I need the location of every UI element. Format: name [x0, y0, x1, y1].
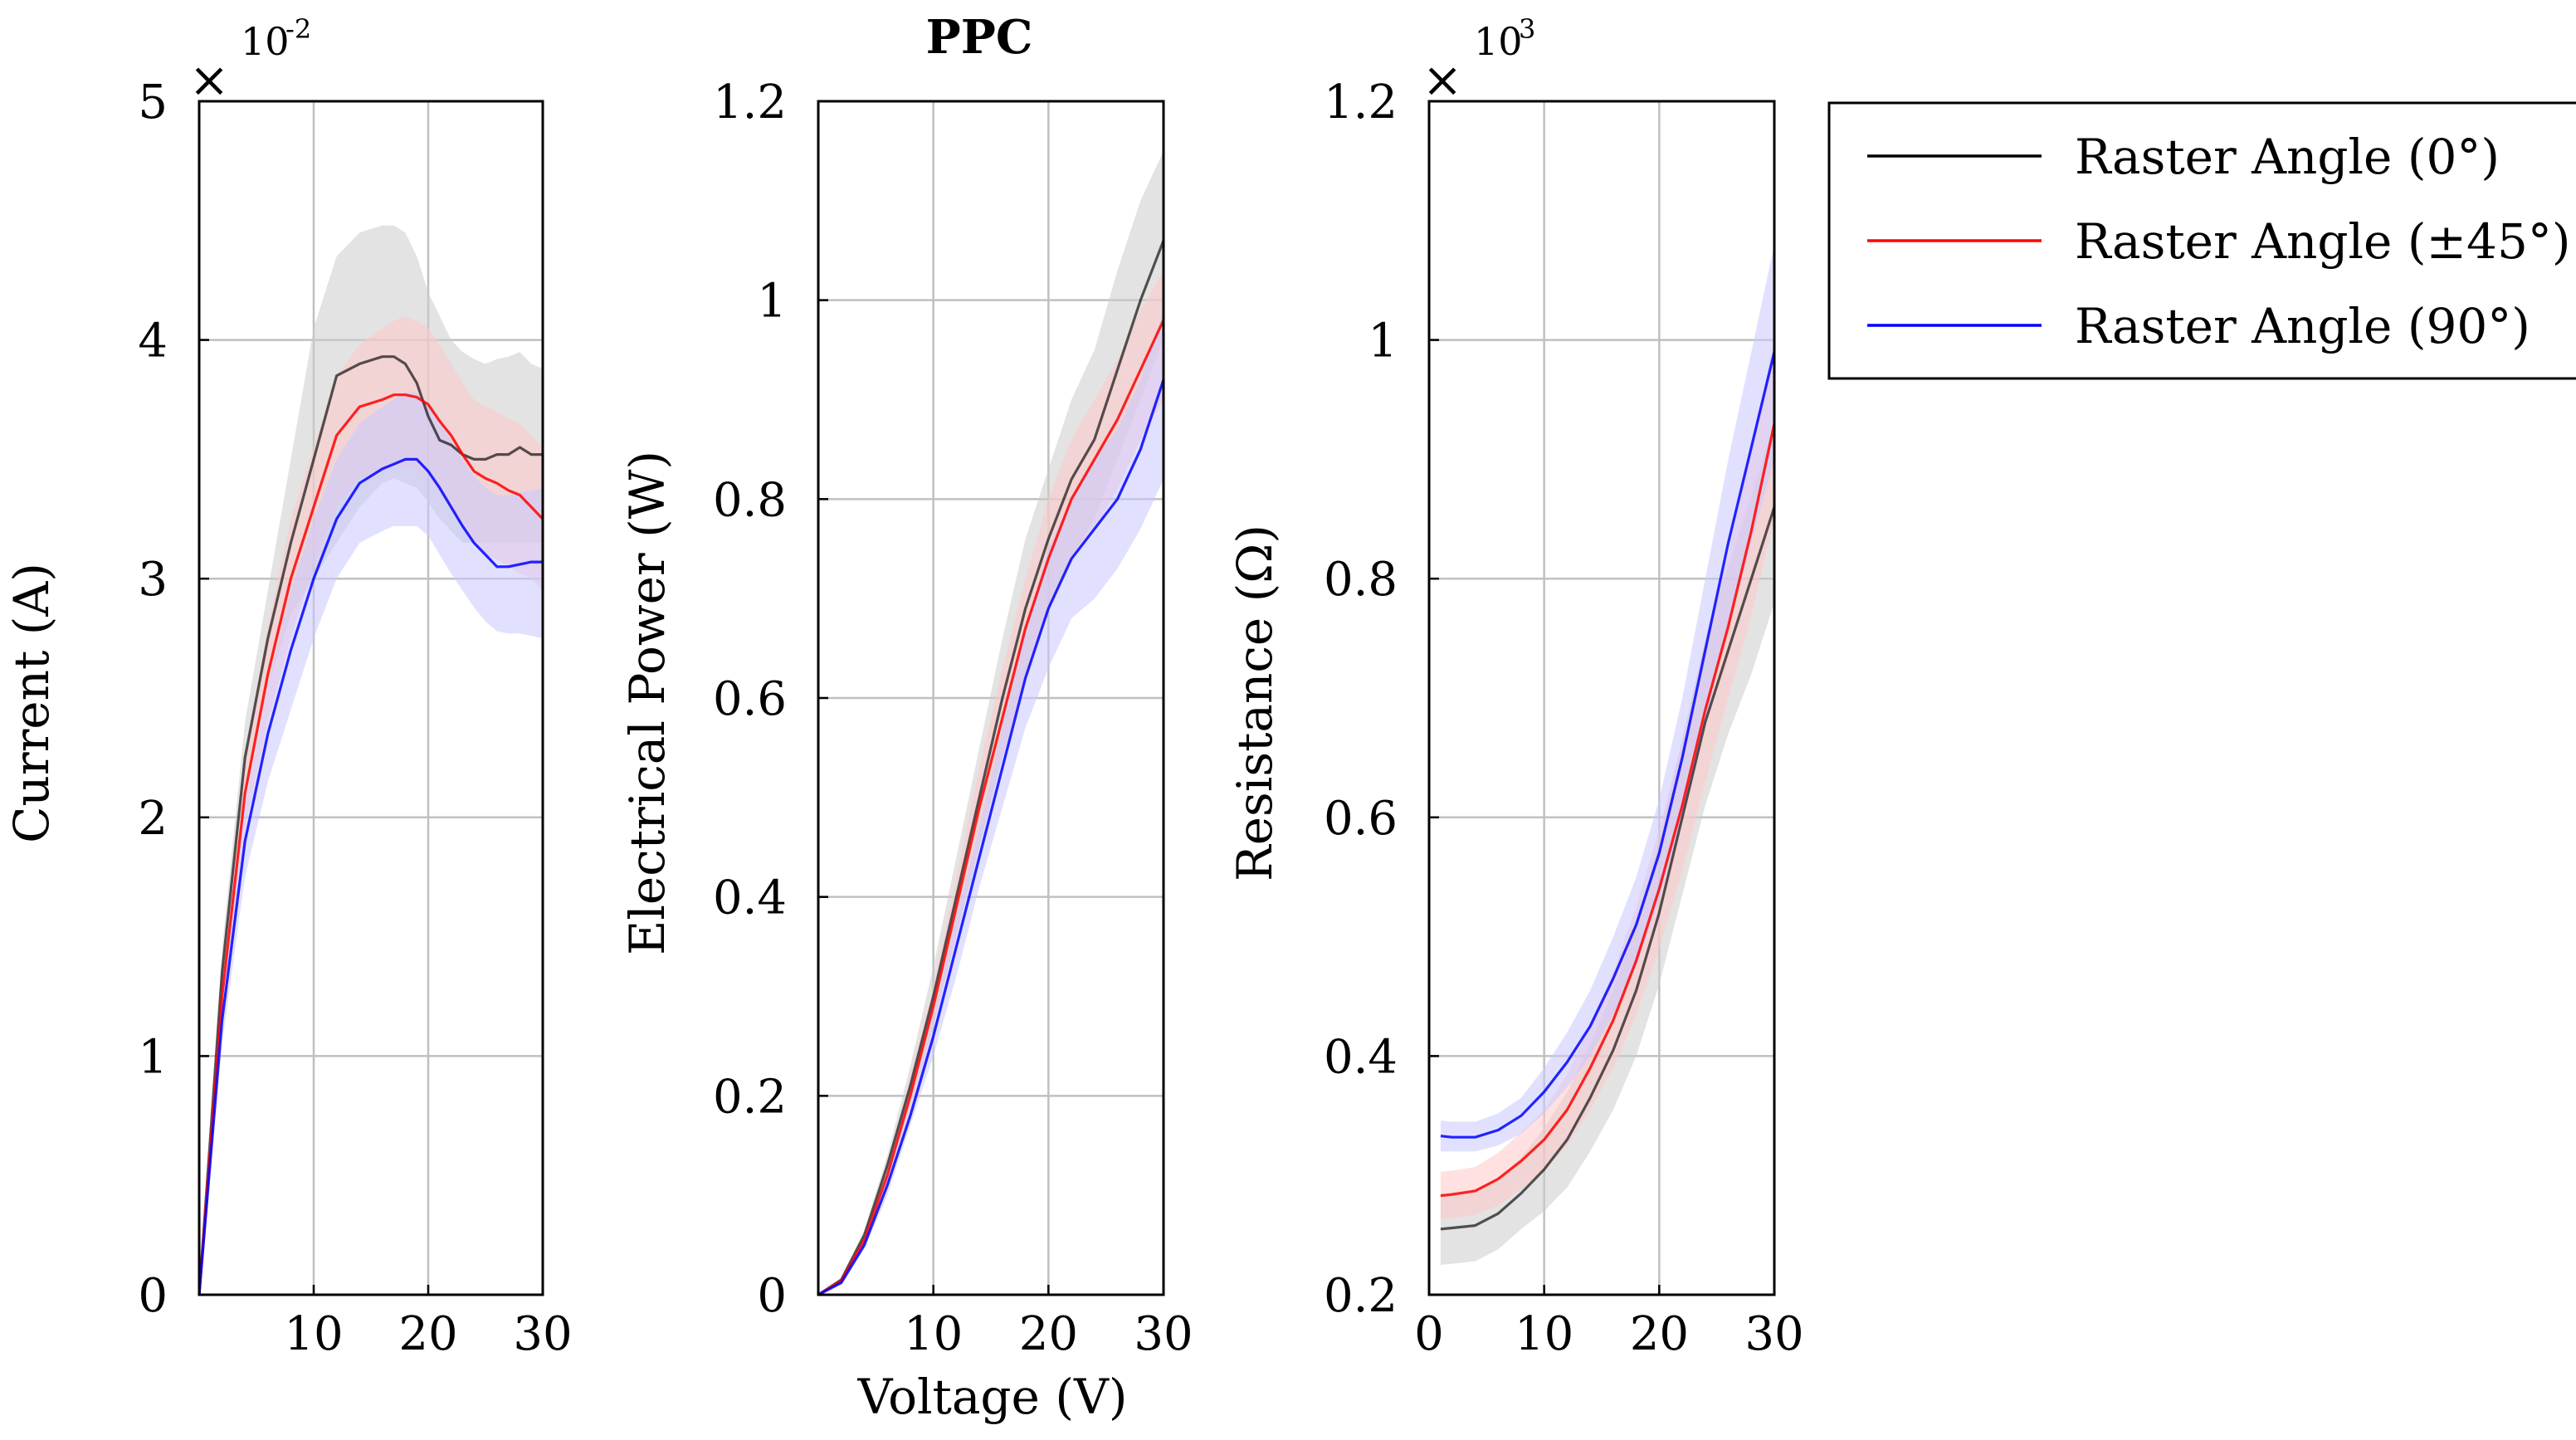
- resistance-x-tick-label-1: 10: [1515, 1307, 1573, 1361]
- power-y-axis-label: Electrical Power (W): [619, 451, 676, 955]
- current-y-tick-label-5: 5: [138, 76, 168, 129]
- current-exponent-base: 10: [241, 19, 290, 64]
- current-y-tick-label-0: 0: [138, 1269, 168, 1323]
- power-y-ticks: 0 0.2 0.4 0.6 0.8 1 1.2: [713, 76, 828, 1323]
- power-y-tick-label-2: 0.4: [713, 871, 787, 925]
- power-y-tick-label-4: 0.8: [713, 473, 787, 527]
- power-line-raster-45: [817, 319, 1165, 1296]
- power-lines: [817, 240, 1165, 1296]
- resistance-y-tick-label-5: 1.2: [1324, 76, 1398, 129]
- power-x-tick-label-1: 20: [1019, 1307, 1078, 1361]
- power-y-tick-label-0: 0: [757, 1269, 787, 1323]
- power-line-raster-90: [817, 378, 1165, 1296]
- power-panel: 10 20 30 0 0.2 0.4 0.6 0.8 1 1.2 PPC Voltage (V)…: [619, 10, 1193, 1425]
- power-x-axis-label: Voltage (V): [857, 1369, 1128, 1425]
- resistance-line-raster-45: [1440, 422, 1776, 1198]
- power-y-tick-label-6: 1.2: [713, 76, 787, 129]
- current-exponent-times: ×: [189, 51, 230, 108]
- resistance-x-tick-label-0: 0: [1414, 1307, 1444, 1361]
- current-lines: [198, 355, 544, 1296]
- power-band-raster-90: [818, 310, 1164, 1296]
- current-y-tick-label-3: 3: [138, 553, 168, 607]
- resistance-y-tick-label-1: 0.4: [1324, 1030, 1398, 1084]
- resistance-exponent-times: ×: [1422, 51, 1463, 108]
- current-x-tick-label-1: 20: [398, 1307, 457, 1361]
- current-exponent-power: -2: [285, 13, 311, 45]
- resistance-bands: [1440, 244, 1774, 1265]
- power-x-tick-label-0: 10: [904, 1307, 963, 1361]
- current-y-tick-label-4: 4: [138, 315, 168, 369]
- resistance-lines: [1440, 351, 1776, 1231]
- resistance-y-axis-label: Resistance (Ω): [1227, 525, 1283, 881]
- resistance-x-tick-label-3: 30: [1744, 1307, 1803, 1361]
- legend-label-raster-90: Raster Angle (90°): [2075, 298, 2530, 354]
- resistance-exponent-base: 10: [1474, 19, 1523, 64]
- power-title: PPC: [926, 10, 1033, 65]
- resistance-x-ticks: 0 10 20 30: [1414, 1285, 1804, 1361]
- power-x-ticks: 10 20 30: [904, 1285, 1193, 1361]
- resistance-y-ticks: 0.2 0.4 0.6 0.8 1 1.2: [1324, 76, 1439, 1323]
- power-y-tick-label-3: 0.6: [713, 672, 787, 726]
- current-x-tick-label-2: 30: [513, 1307, 572, 1361]
- resistance-band-raster-0: [1440, 423, 1774, 1265]
- resistance-line-raster-0: [1440, 506, 1776, 1231]
- current-y-axis-label: Current (A): [3, 563, 60, 843]
- current-axes-frame: [198, 100, 544, 1296]
- resistance-axes-frame: [1427, 100, 1776, 1296]
- resistance-x-tick-label-2: 20: [1630, 1307, 1689, 1361]
- resistance-y-tick-label-0: 0.2: [1324, 1269, 1398, 1323]
- current-band-raster-90: [199, 392, 543, 1295]
- current-y-tick-label-2: 2: [138, 792, 168, 846]
- current-y-ticks: 0 1 2 3 4 5: [138, 76, 209, 1323]
- legend-label-raster-0: Raster Angle (0°): [2075, 129, 2500, 185]
- legend-label-raster-45: Raster Angle (±45°): [2075, 213, 2570, 270]
- current-line-raster-45: [198, 393, 544, 1296]
- power-y-tick-label-1: 0.2: [713, 1070, 787, 1124]
- power-y-tick-label-5: 1: [757, 275, 787, 329]
- legend: Raster Angle (0°) Raster Angle (±45°) Ra…: [1827, 101, 2576, 380]
- power-line-raster-0: [817, 240, 1165, 1296]
- power-x-tick-label-2: 30: [1134, 1307, 1193, 1361]
- current-panel: 10 20 30 0 1 2 3 4 5 Current (A) × 10 -2: [3, 13, 573, 1361]
- resistance-exponent-power: 3: [1519, 13, 1535, 45]
- current-bands: [199, 225, 543, 1296]
- current-y-tick-label-1: 1: [138, 1030, 168, 1084]
- current-line-raster-90: [198, 457, 543, 1296]
- resistance-y-tick-label-3: 0.8: [1324, 553, 1398, 607]
- current-x-tick-label-0: 10: [284, 1307, 343, 1361]
- resistance-panel: 0 10 20 30 0.20.40.60.811.2 Resistance (Ω) …: [1227, 13, 1804, 1361]
- current-x-ticks: 10 20 30: [284, 1285, 573, 1361]
- resistance-line-raster-90: [1440, 351, 1776, 1139]
- resistance-band-raster-45: [1440, 339, 1774, 1220]
- resistance-y-tick-label-4: 1: [1368, 315, 1398, 369]
- current-line-raster-0: [198, 355, 543, 1296]
- power-bands: [818, 150, 1164, 1296]
- current-band-raster-45: [199, 315, 543, 1295]
- resistance-y-tick-label-2: 0.6: [1324, 792, 1398, 846]
